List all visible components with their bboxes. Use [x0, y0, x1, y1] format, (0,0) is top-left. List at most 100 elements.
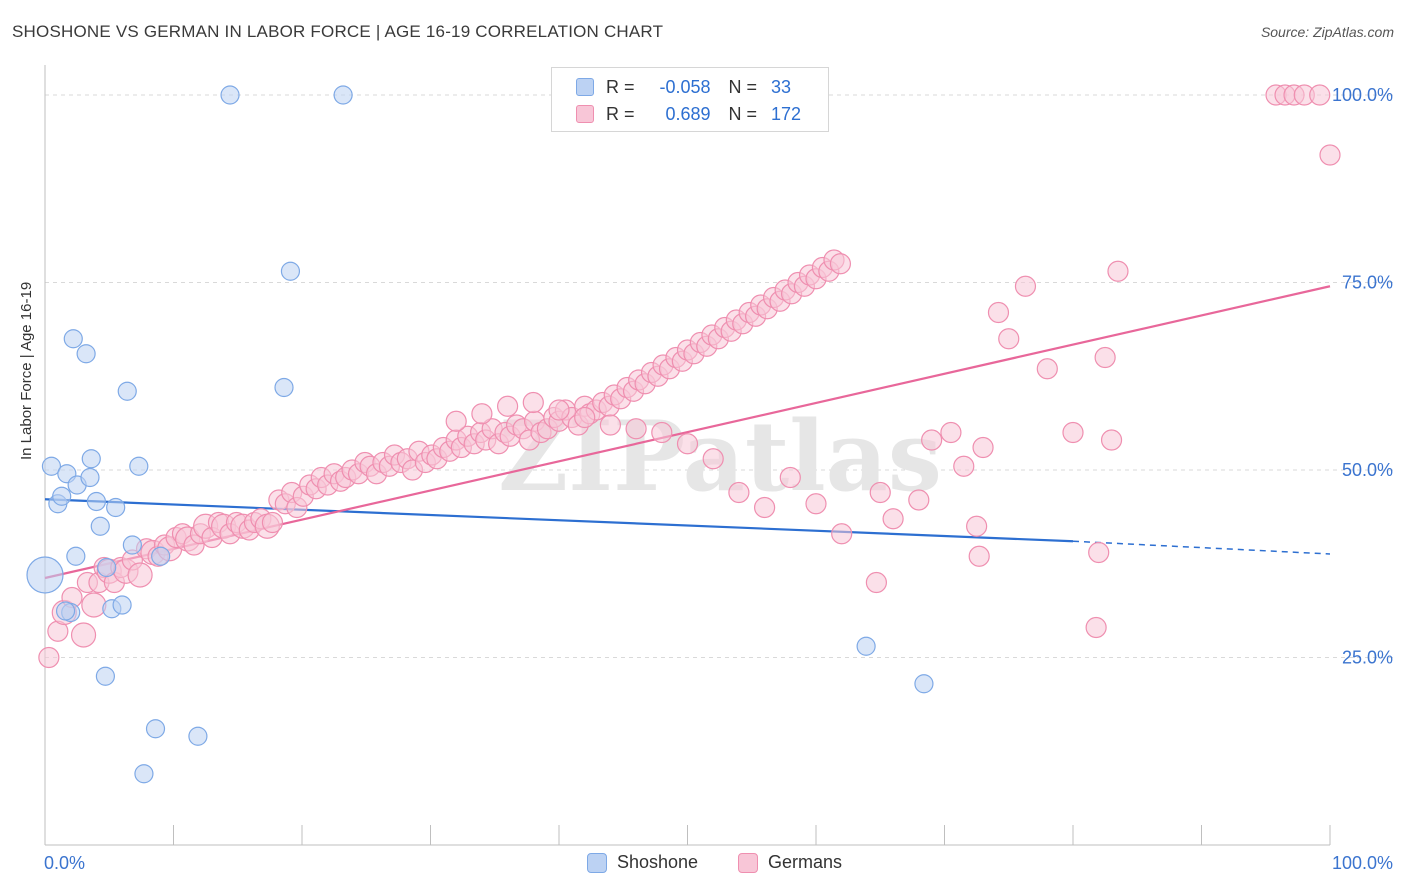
point-shoshone	[856, 636, 876, 656]
point-germans	[1014, 275, 1037, 297]
chart-title: SHOSHONE VS GERMAN IN LABOR FORCE | AGE …	[12, 22, 664, 41]
legend-label: Shoshone	[617, 852, 699, 872]
y-tick-label: 75.0%	[1342, 273, 1393, 293]
point-germans	[972, 436, 994, 459]
legend-row-germans: R = 0.689 N = 172	[576, 102, 801, 126]
point-germans	[651, 421, 673, 444]
point-shoshone	[134, 764, 154, 784]
point-shoshone	[914, 674, 934, 694]
legend-swatch-shoshone	[576, 78, 594, 96]
point-germans	[779, 466, 801, 489]
n-value: 33	[771, 76, 792, 97]
point-germans	[548, 399, 570, 421]
point-germans	[1319, 144, 1341, 166]
n-value: 172	[771, 103, 802, 124]
point-germans	[829, 253, 852, 275]
point-germans	[940, 421, 962, 444]
point-germans	[869, 481, 891, 504]
tick-labels: 25.0% 50.0% 75.0% 100.0% 0.0% 100.0%	[44, 85, 1393, 873]
trend-line-extension	[1072, 540, 1331, 555]
point-shoshone	[151, 546, 171, 566]
x-tick-label: 0.0%	[44, 853, 85, 873]
legend-item-germans[interactable]: Germans	[738, 852, 842, 873]
n-label: N =	[728, 76, 758, 97]
legend-swatch-germans	[738, 852, 758, 873]
point-shoshone	[145, 719, 166, 739]
trend-line-shoshone	[44, 498, 1074, 543]
legend-label: Germans	[768, 852, 843, 872]
legend-swatch-shoshone	[587, 852, 607, 873]
grid-lines	[45, 94, 1395, 658]
point-germans	[1036, 358, 1058, 380]
point-shoshone	[52, 486, 72, 506]
point-germans	[1094, 346, 1116, 369]
point-germans	[1062, 421, 1084, 444]
point-shoshone	[76, 344, 96, 364]
point-shoshone	[122, 535, 142, 555]
point-shoshone	[333, 85, 353, 105]
point-germans	[702, 448, 724, 470]
data-points	[26, 84, 1341, 784]
point-shoshone	[129, 456, 149, 476]
point-germans	[38, 646, 60, 669]
legend-swatch-germans	[576, 105, 594, 123]
point-shoshone	[86, 491, 107, 512]
point-shoshone	[26, 556, 64, 594]
legend-item-shoshone[interactable]: Shoshone	[587, 852, 698, 873]
point-germans	[1107, 260, 1129, 282]
point-germans	[753, 496, 776, 519]
point-germans	[968, 545, 990, 567]
point-shoshone	[63, 329, 83, 349]
point-germans	[261, 511, 284, 534]
point-germans	[953, 455, 975, 477]
point-germans	[882, 508, 904, 530]
point-germans	[1085, 616, 1107, 639]
point-shoshone	[220, 85, 240, 105]
point-germans	[497, 395, 519, 417]
point-germans	[574, 406, 596, 429]
point-germans	[728, 481, 750, 504]
point-germans	[998, 328, 1020, 350]
source-label: Source: ZipAtlas.com	[1260, 24, 1394, 40]
point-shoshone	[106, 497, 126, 518]
point-germans	[966, 515, 988, 537]
point-shoshone	[55, 601, 76, 621]
point-germans	[1100, 429, 1123, 451]
point-germans	[831, 523, 853, 545]
series-legend: Shoshone Germans	[0, 852, 1406, 876]
point-germans	[676, 433, 699, 455]
y-tick-label: 100.0%	[1332, 85, 1393, 105]
point-germans	[625, 418, 647, 440]
y-tick-label: 50.0%	[1342, 460, 1393, 480]
point-germans	[865, 571, 887, 594]
point-shoshone	[97, 557, 117, 578]
point-germans	[445, 410, 467, 432]
point-shoshone	[112, 595, 132, 615]
legend-row-shoshone: R = -0.058 N = 33	[576, 75, 791, 99]
r-value: 0.689	[665, 103, 711, 124]
axes	[44, 65, 1331, 846]
point-shoshone	[90, 516, 110, 536]
n-label: N =	[728, 103, 758, 124]
point-germans	[1309, 84, 1331, 106]
point-germans	[471, 403, 493, 425]
point-shoshone	[188, 726, 208, 746]
point-germans	[987, 301, 1010, 324]
point-germans	[921, 429, 943, 451]
stats-legend: R = -0.058 N = 33 R = 0.689 N = 172	[551, 67, 829, 132]
r-label: R =	[606, 76, 635, 97]
point-shoshone	[117, 381, 137, 401]
point-germans	[522, 391, 544, 414]
point-germans	[599, 414, 622, 436]
point-germans	[1088, 541, 1110, 564]
y-axis-title: In Labor Force | Age 16-19	[18, 281, 35, 460]
point-germans	[81, 592, 107, 618]
point-shoshone	[80, 467, 100, 488]
r-value: -0.058	[659, 76, 711, 97]
point-germans	[70, 622, 97, 648]
point-shoshone	[41, 456, 62, 476]
y-tick-label: 25.0%	[1342, 648, 1393, 668]
point-shoshone	[274, 377, 294, 398]
point-germans	[908, 489, 930, 511]
